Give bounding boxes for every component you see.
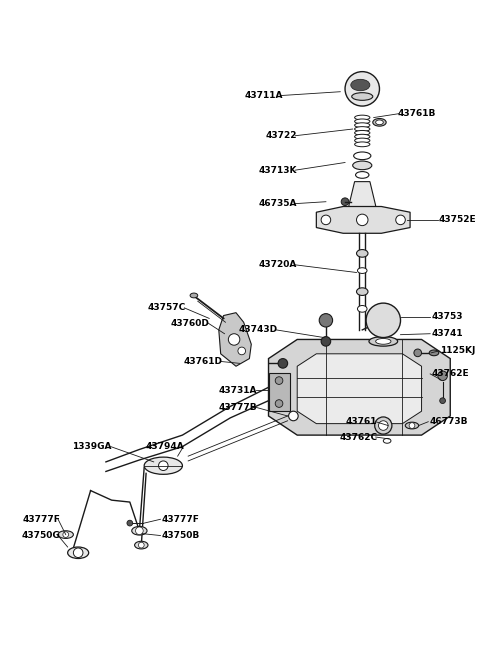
Ellipse shape	[384, 438, 391, 443]
Circle shape	[396, 215, 405, 225]
Circle shape	[319, 314, 333, 327]
Ellipse shape	[68, 547, 89, 559]
Ellipse shape	[355, 138, 370, 143]
Circle shape	[379, 421, 388, 430]
Text: 1125KJ: 1125KJ	[440, 346, 475, 356]
Circle shape	[73, 548, 83, 557]
Text: 43777F: 43777F	[22, 515, 60, 524]
Ellipse shape	[353, 161, 372, 170]
Ellipse shape	[355, 126, 370, 132]
Text: 43722: 43722	[266, 131, 297, 140]
Circle shape	[357, 214, 368, 225]
Circle shape	[275, 400, 283, 407]
Text: 43713K: 43713K	[259, 166, 297, 175]
Ellipse shape	[369, 337, 397, 346]
Circle shape	[321, 337, 331, 346]
Ellipse shape	[357, 250, 368, 257]
Circle shape	[438, 371, 447, 381]
Ellipse shape	[376, 339, 391, 345]
Text: 46773B: 46773B	[429, 417, 468, 426]
Text: 43761B: 43761B	[397, 109, 436, 118]
Circle shape	[275, 377, 283, 384]
Ellipse shape	[376, 120, 384, 124]
Text: 43762C: 43762C	[339, 432, 378, 441]
Ellipse shape	[132, 527, 147, 535]
Text: 43777B: 43777B	[218, 403, 257, 412]
Ellipse shape	[144, 457, 182, 474]
Circle shape	[158, 461, 168, 470]
Ellipse shape	[358, 268, 367, 273]
Text: 43750G: 43750G	[21, 531, 60, 540]
Ellipse shape	[190, 293, 198, 298]
Ellipse shape	[58, 531, 73, 538]
Circle shape	[345, 71, 380, 106]
Circle shape	[63, 532, 69, 538]
Text: 43720A: 43720A	[259, 260, 297, 269]
Circle shape	[321, 215, 331, 225]
Polygon shape	[268, 373, 289, 411]
Text: 43731A: 43731A	[218, 386, 257, 395]
Ellipse shape	[354, 152, 371, 160]
Text: 43757C: 43757C	[148, 303, 186, 312]
Ellipse shape	[134, 541, 148, 549]
Polygon shape	[268, 339, 450, 435]
Ellipse shape	[355, 134, 370, 139]
Circle shape	[366, 303, 400, 337]
Ellipse shape	[355, 130, 370, 135]
Polygon shape	[349, 181, 376, 215]
Text: 43711A: 43711A	[244, 91, 283, 100]
Text: 43761D: 43761D	[184, 357, 223, 366]
Text: 46735A: 46735A	[259, 199, 297, 208]
Circle shape	[288, 411, 298, 421]
Text: 43752E: 43752E	[439, 215, 477, 225]
Text: 43741: 43741	[431, 329, 463, 338]
Ellipse shape	[373, 119, 386, 126]
Text: 43750B: 43750B	[161, 531, 200, 540]
Ellipse shape	[405, 422, 419, 429]
Text: 43794A: 43794A	[145, 442, 184, 451]
Circle shape	[228, 333, 240, 345]
Circle shape	[127, 520, 132, 526]
Ellipse shape	[355, 142, 370, 147]
Ellipse shape	[355, 115, 370, 120]
Circle shape	[278, 358, 288, 368]
Text: 43743D: 43743D	[239, 326, 278, 335]
Ellipse shape	[355, 119, 370, 124]
Ellipse shape	[355, 122, 370, 128]
Ellipse shape	[357, 288, 368, 295]
Text: 43761: 43761	[346, 417, 378, 426]
Ellipse shape	[351, 79, 370, 91]
Text: 43753: 43753	[431, 312, 463, 321]
Ellipse shape	[358, 305, 367, 312]
Circle shape	[375, 417, 392, 434]
Circle shape	[440, 398, 445, 403]
Ellipse shape	[352, 92, 373, 100]
Text: 43760D: 43760D	[170, 319, 209, 328]
Polygon shape	[316, 206, 410, 233]
Text: 1339GA: 1339GA	[72, 442, 112, 451]
Circle shape	[138, 542, 144, 548]
Polygon shape	[297, 354, 421, 424]
Ellipse shape	[429, 350, 439, 356]
Circle shape	[414, 349, 421, 357]
Text: 43777F: 43777F	[161, 515, 199, 524]
Ellipse shape	[356, 172, 369, 178]
Circle shape	[409, 422, 415, 428]
Text: 43762E: 43762E	[431, 369, 469, 379]
Circle shape	[135, 527, 143, 534]
Circle shape	[238, 347, 246, 355]
Circle shape	[341, 198, 349, 206]
Polygon shape	[219, 312, 252, 366]
